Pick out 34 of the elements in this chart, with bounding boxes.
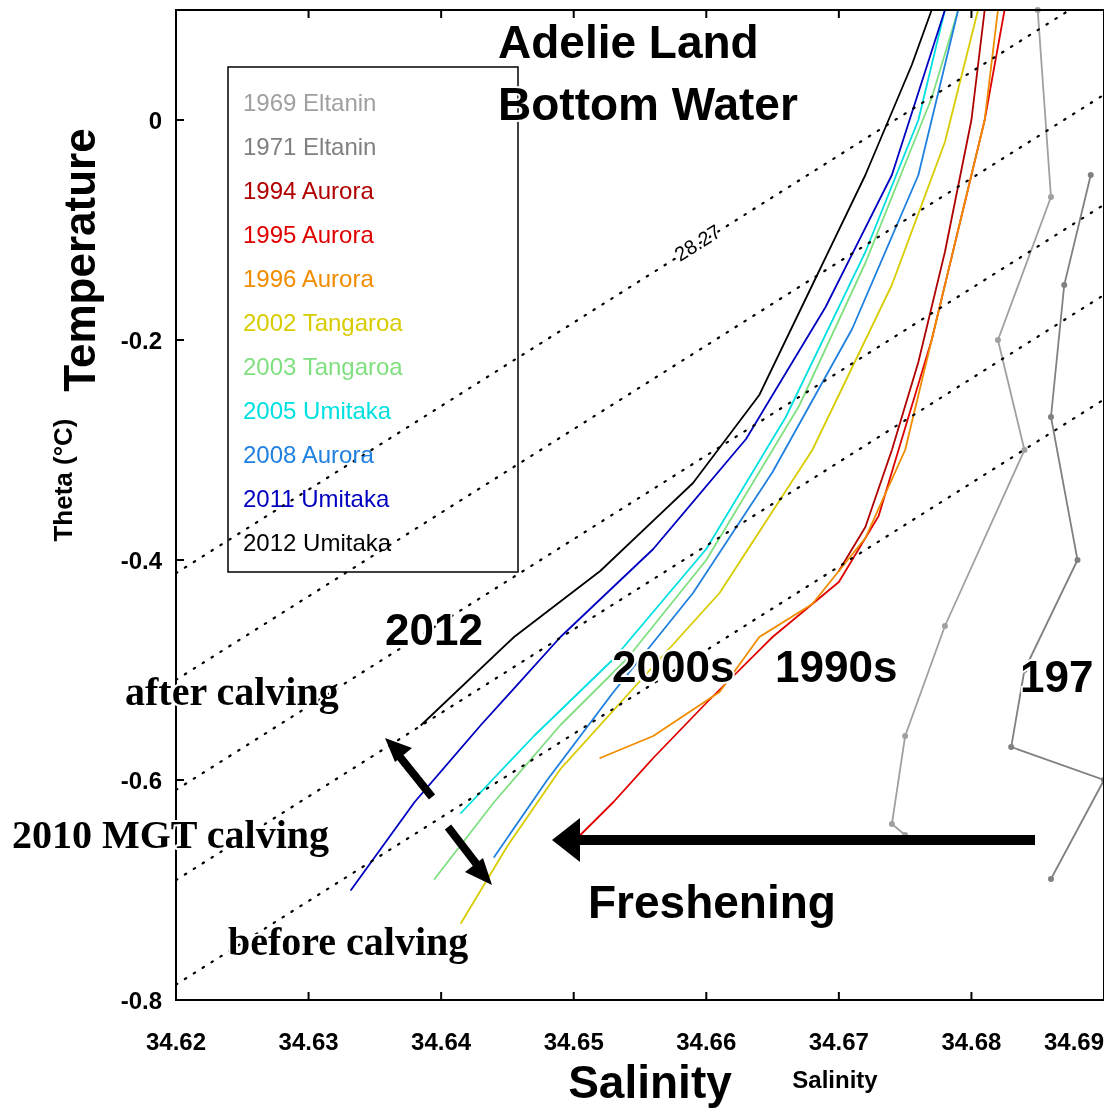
text: 1995 Aurora <box>243 221 375 248</box>
text: 2002 Tangaroa <box>243 309 404 336</box>
y-tick-label: -0.8 <box>120 987 162 1014</box>
text: 2005 Umitaka <box>243 397 392 424</box>
y-tick-label: -0.4 <box>120 547 163 574</box>
x-tick-label: 34.63 <box>278 1028 339 1055</box>
y-axis-title: Theta (°C) <box>48 418 78 542</box>
text: 1969 Eltanin <box>243 89 377 116</box>
x-tick-label: 34.62 <box>145 1028 207 1055</box>
y-tick-label: 0 <box>148 107 162 134</box>
x-tick-label: 34.68 <box>941 1028 1002 1055</box>
annotation: 1990s <box>775 642 898 691</box>
y-tick-label: -0.2 <box>120 327 162 354</box>
annotation: 197 <box>1020 652 1094 701</box>
text: 2008 Aurora <box>243 441 375 468</box>
text: 1996 Aurora <box>243 265 375 292</box>
x-tick-label: 34.65 <box>543 1028 604 1055</box>
annotation: before calving <box>228 919 469 964</box>
y-tick-label: -0.6 <box>120 767 162 794</box>
text: 2011 Umitaka <box>243 485 390 512</box>
x-tick-label: 34.66 <box>676 1028 737 1055</box>
annotation: Adelie Land <box>498 16 759 68</box>
x-axis-title: Salinity <box>568 1056 733 1108</box>
text: 2012 Umitaka <box>243 529 392 556</box>
x-tick-label: 34.69 <box>1043 1028 1104 1055</box>
x-tick-label: 34.64 <box>411 1028 472 1055</box>
text: Salinity <box>792 1066 879 1093</box>
text: Temperature <box>55 128 104 392</box>
text: 1994 Aurora <box>243 177 375 204</box>
text: 2003 Tangaroa <box>243 353 404 380</box>
annotation: 2012 <box>385 605 483 654</box>
x-tick-label: 34.67 <box>808 1028 869 1055</box>
text: 1971 Eltanin <box>243 133 377 160</box>
annotation: Freshening <box>588 876 836 928</box>
